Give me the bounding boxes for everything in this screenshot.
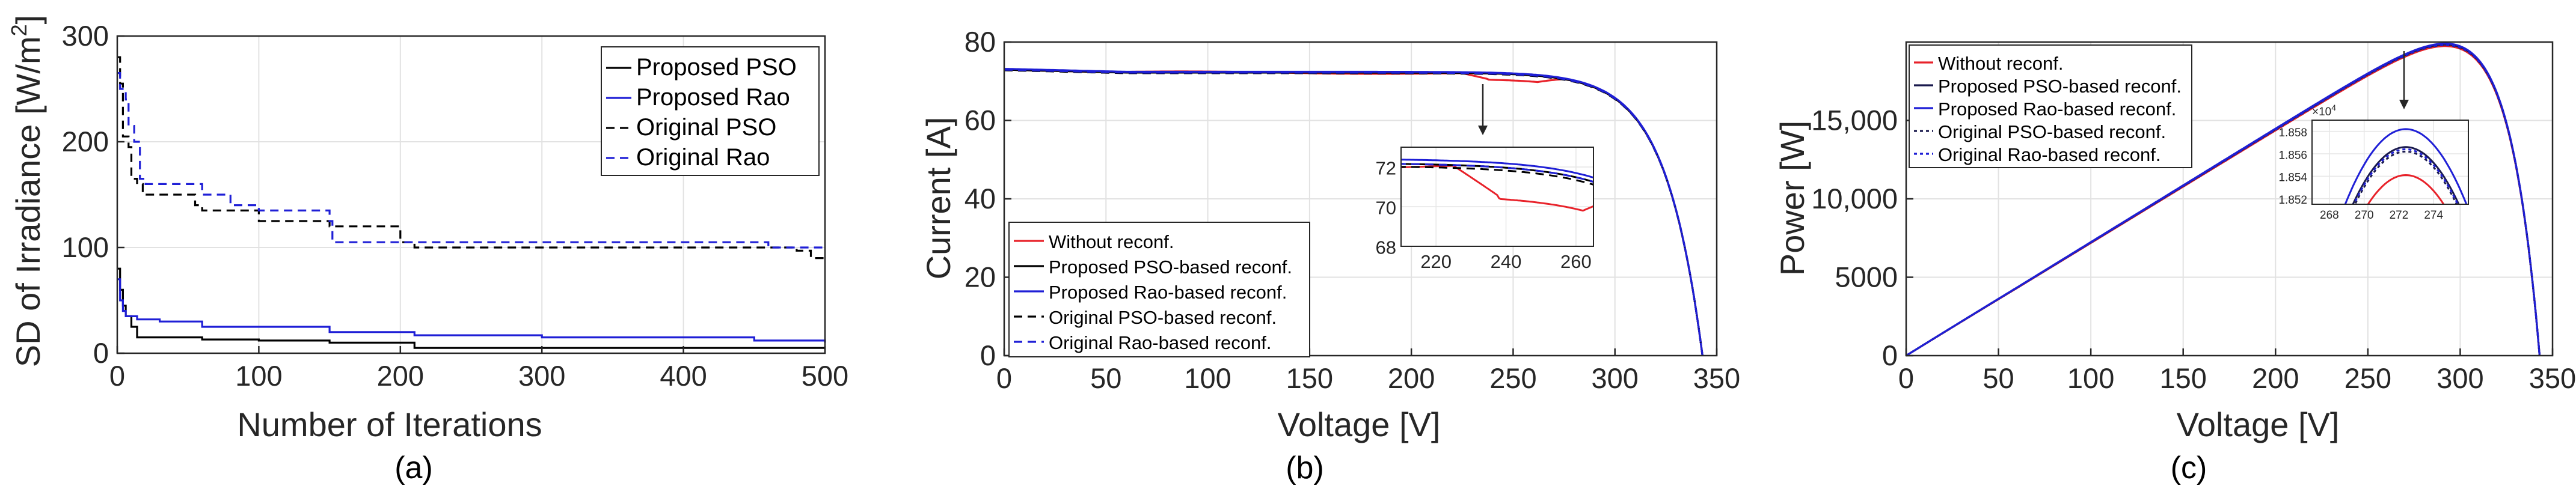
series-line-2: [117, 278, 826, 343]
x-tick-label: 250: [1489, 362, 1536, 394]
inset-y-tick-label: 1.852: [2278, 194, 2307, 207]
x-tick-label: 350: [2529, 362, 2576, 394]
legend-label: Original PSO: [636, 114, 776, 141]
x-axis-label: Voltage [V]: [1278, 405, 1441, 443]
y-axis-label: Current [A]: [919, 117, 957, 280]
legend-label: Without reconf.: [1049, 231, 1174, 252]
arrow-head: [1478, 126, 1488, 135]
x-axis-label: Number of Iterations: [237, 405, 542, 443]
x-axis-label: Voltage [V]: [2177, 405, 2340, 443]
x-tick-label: 200: [2252, 362, 2299, 394]
y-tick-label: 300: [62, 20, 109, 52]
series-line-5: [1004, 68, 1704, 356]
legend-box: [1909, 44, 2192, 168]
inset-series-line-4: [1401, 166, 1593, 186]
x-tick-label: 250: [2344, 362, 2391, 394]
inset-x-tick-label: 240: [1491, 251, 1522, 272]
x-tick-label: 150: [2160, 362, 2207, 394]
inset-x-tick-label: 274: [2424, 209, 2443, 222]
legend-label: Original Rao-based reconf.: [1938, 144, 2160, 165]
x-tick-label: 0: [109, 360, 125, 392]
y-tick-label: 200: [62, 126, 109, 157]
x-tick-label: 50: [1983, 362, 2014, 394]
inset-series-line-3: [2344, 128, 2468, 204]
chart-panel-b: 0 50 100 150 200 250 300 350 0 20 40 60 80 Voltage […: [919, 26, 1740, 485]
legend-label: Proposed Rao: [636, 84, 790, 111]
plot-frame: [116, 35, 826, 354]
inset-series: [2344, 128, 2468, 204]
x-tick-label: 200: [1388, 362, 1435, 394]
inset-y-tick-label: 1.856: [2278, 149, 2307, 162]
y-tick-label: 10,000: [1811, 183, 1898, 214]
inset-x-tick-label: 268: [2320, 209, 2339, 222]
panel-caption: (c): [2171, 451, 2207, 485]
chart-panel-c: 0 50 100 150 200 250 300 350 0 5000 10,000 15,000 V…: [1773, 41, 2576, 485]
inset-y-tick-label: 1.858: [2278, 127, 2307, 139]
inset-y-tick-label: 1.854: [2278, 172, 2307, 184]
inset-series-line-5: [1401, 163, 1593, 183]
legend-box: [1008, 222, 1310, 357]
chart-panel-a: 0 100 200 300 400 500 0 100 200 300 Number of Ite…: [7, 15, 848, 485]
y-tick-label: 0: [1882, 339, 1898, 371]
y-tick-label: 0: [93, 337, 109, 369]
inset-series-line-3: [1401, 159, 1593, 179]
series-line-3: [117, 56, 825, 260]
x-tick-label: 100: [1184, 362, 1231, 394]
y-tick-label: 100: [62, 231, 109, 263]
inset-x-tick-label: 270: [2355, 209, 2374, 222]
x-tick-label: 300: [518, 360, 565, 392]
legend-label: Original Rao: [636, 144, 770, 171]
y-axis-label: SD of Irradiance [W/m2]: [7, 15, 47, 367]
inset-frame: [2311, 120, 2469, 205]
x-tick-label: 200: [377, 360, 424, 392]
x-tick-label: 300: [2436, 362, 2483, 394]
x-tick-label: 0: [1898, 362, 1914, 394]
arrow-head: [2399, 100, 2409, 109]
inset-background: [2312, 120, 2468, 204]
x-tick-label: 100: [235, 360, 282, 392]
inset-y-tick-label: 72: [1376, 158, 1396, 179]
legend-label: Original PSO-based reconf.: [1938, 121, 2166, 142]
inset-x-tick-label: 260: [1560, 251, 1592, 272]
y-tick-label: 60: [964, 105, 996, 136]
legend-label: Proposed Rao-based reconf.: [1938, 99, 2176, 120]
inset-series-line-1: [2367, 174, 2445, 204]
series-line-4: [117, 72, 825, 249]
inset-series: [1401, 159, 1593, 212]
legend-label: Proposed Rao-based reconf.: [1049, 282, 1287, 303]
inset-y-tick-label: 68: [1376, 237, 1396, 258]
y-tick-label: 0: [980, 339, 996, 371]
series-line-3: [1906, 43, 2541, 357]
y-tick-label: 15,000: [1811, 105, 1898, 136]
y-tick-label: 80: [964, 26, 996, 58]
y-tick-label: 20: [964, 261, 996, 293]
y-tick-label: 40: [964, 183, 996, 214]
panel-caption: (a): [394, 451, 433, 485]
legend-label: Proposed PSO: [636, 54, 797, 80]
inset-series-line-2: [2352, 146, 2460, 204]
x-tick-label: 150: [1286, 362, 1333, 394]
x-tick-label: 50: [1090, 362, 1121, 394]
legend-box: [601, 46, 820, 176]
panel-caption: (b): [1286, 451, 1324, 485]
legend-label: Original Rao-based reconf.: [1049, 332, 1271, 353]
y-axis-label: Power [W]: [1773, 121, 1811, 276]
inset-frame: [1400, 147, 1594, 247]
inset-x-tick-label: 272: [2390, 209, 2409, 222]
x-tick-label: 100: [2067, 362, 2114, 394]
legend-label: Without reconf.: [1938, 53, 2063, 74]
legend-label: Original PSO-based reconf.: [1049, 307, 1277, 328]
inset-exponent-label: ×104: [2312, 103, 2336, 118]
x-tick-label: 300: [1592, 362, 1639, 394]
x-tick-label: 400: [660, 360, 707, 392]
legend-label: Proposed PSO-based reconf.: [1938, 76, 2182, 97]
legend-label: Proposed PSO-based reconf.: [1049, 257, 1292, 278]
x-tick-label: 0: [996, 362, 1012, 394]
x-tick-label: 350: [1693, 362, 1740, 394]
y-tick-label: 5000: [1835, 261, 1898, 293]
inset-y-tick-label: 70: [1376, 198, 1396, 219]
inset-x-tick-label: 220: [1420, 251, 1452, 272]
x-tick-label: 500: [802, 360, 848, 392]
